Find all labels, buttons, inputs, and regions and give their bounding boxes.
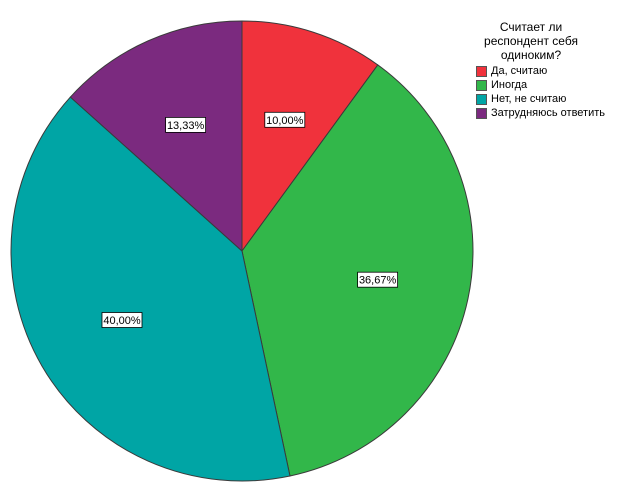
data-label-text: 36,67% bbox=[359, 275, 397, 287]
legend-item-no: Нет, не считаю bbox=[476, 92, 626, 106]
legend-swatch bbox=[476, 65, 487, 77]
legend-label: Да, считаю bbox=[491, 65, 548, 77]
legend-title: Считает ли респондент себя одиноким? bbox=[476, 20, 586, 62]
legend-label: Затрудняюсь ответить bbox=[491, 107, 606, 119]
legend-title-line: Считает ли bbox=[499, 20, 563, 34]
legend-label: Нет, не считаю bbox=[491, 93, 567, 105]
slice-unsure bbox=[69, 20, 243, 253]
data-label-box bbox=[357, 271, 399, 288]
legend-swatch bbox=[476, 79, 487, 91]
data-label-text: 13,33% bbox=[167, 120, 205, 132]
data-label-text: 40,00% bbox=[103, 315, 141, 327]
data-label: 13,33% bbox=[165, 117, 207, 133]
legend-swatch bbox=[476, 93, 487, 105]
legend: Считает ли респондент себя одиноким? Да,… bbox=[476, 20, 626, 120]
slice-sometimes bbox=[241, 64, 474, 477]
legend-item-sometimes: Иногда bbox=[476, 78, 626, 92]
legend-label: Иногда bbox=[491, 79, 528, 91]
data-label: 10,00% bbox=[264, 111, 306, 128]
data-label-text: 10,00% bbox=[266, 115, 304, 127]
data-label-box bbox=[101, 312, 143, 328]
legend-swatch bbox=[476, 107, 487, 119]
slice-no bbox=[10, 96, 291, 482]
data-label: 40,00% bbox=[101, 312, 143, 328]
legend-item-unsure: Затрудняюсь ответить bbox=[476, 106, 626, 120]
legend-title-line: респондент себя bbox=[484, 34, 578, 48]
data-label: 36,67% bbox=[357, 271, 399, 288]
legend-item-yes: Да, считаю bbox=[476, 64, 626, 78]
data-label-box bbox=[165, 117, 207, 133]
data-label-box bbox=[264, 111, 306, 128]
slice-yes bbox=[241, 20, 379, 253]
legend-title-line: одиноким? bbox=[500, 48, 562, 62]
